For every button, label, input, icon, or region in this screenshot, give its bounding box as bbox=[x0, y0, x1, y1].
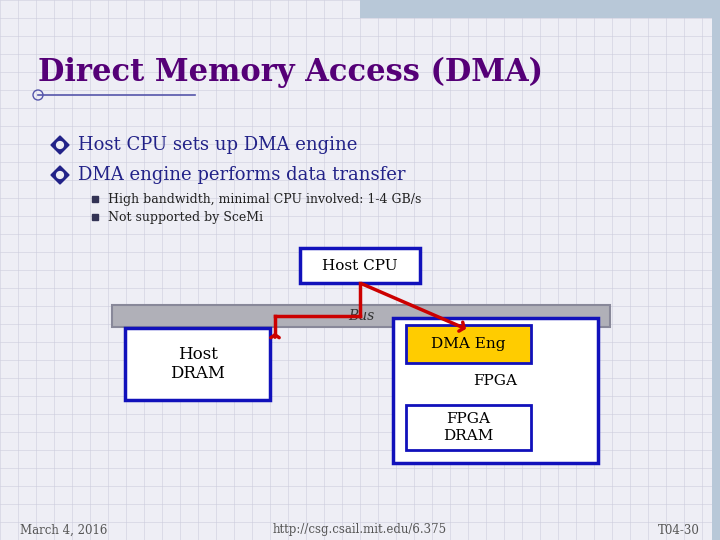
Polygon shape bbox=[51, 136, 69, 154]
Text: March 4, 2016: March 4, 2016 bbox=[20, 523, 107, 537]
Text: DMA engine performs data transfer: DMA engine performs data transfer bbox=[78, 166, 405, 184]
Bar bbox=[360, 0, 720, 18]
Text: FPGA
DRAM: FPGA DRAM bbox=[444, 413, 494, 443]
FancyBboxPatch shape bbox=[406, 405, 531, 450]
Text: FPGA: FPGA bbox=[474, 374, 518, 388]
Text: Direct Memory Access (DMA): Direct Memory Access (DMA) bbox=[38, 56, 543, 87]
Text: Host CPU sets up DMA engine: Host CPU sets up DMA engine bbox=[78, 136, 357, 154]
FancyBboxPatch shape bbox=[112, 305, 610, 327]
FancyBboxPatch shape bbox=[393, 318, 598, 463]
Text: http://csg.csail.mit.edu/6.375: http://csg.csail.mit.edu/6.375 bbox=[273, 523, 447, 537]
Text: High bandwidth, minimal CPU involved: 1-4 GB/s: High bandwidth, minimal CPU involved: 1-… bbox=[108, 192, 421, 206]
Text: DMA Eng: DMA Eng bbox=[431, 337, 505, 351]
Text: T04-30: T04-30 bbox=[658, 523, 700, 537]
FancyBboxPatch shape bbox=[406, 325, 531, 363]
Circle shape bbox=[57, 141, 63, 149]
Text: Host CPU: Host CPU bbox=[322, 259, 398, 273]
Bar bbox=[92, 214, 98, 220]
Bar bbox=[712, 0, 720, 540]
Polygon shape bbox=[51, 166, 69, 184]
Text: Not supported by SceMi: Not supported by SceMi bbox=[108, 211, 263, 224]
FancyBboxPatch shape bbox=[300, 248, 420, 283]
Text: Host
DRAM: Host DRAM bbox=[170, 346, 225, 382]
FancyBboxPatch shape bbox=[125, 328, 270, 400]
Circle shape bbox=[57, 172, 63, 178]
Bar bbox=[92, 196, 98, 202]
Text: Bus: Bus bbox=[348, 309, 374, 323]
